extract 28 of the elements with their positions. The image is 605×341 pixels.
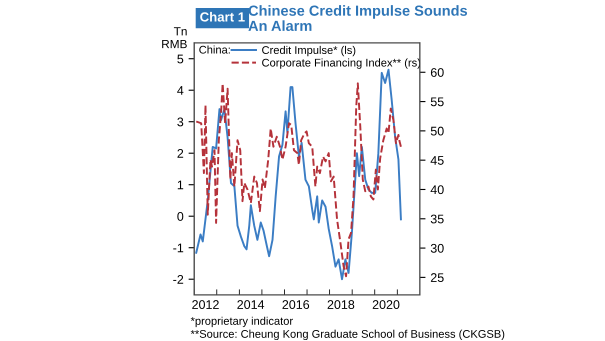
y-tick-label: -2 bbox=[173, 275, 184, 284]
y-axis-title: Tn RMB bbox=[162, 27, 187, 48]
text: *proprietary indicator bbox=[190, 316, 293, 328]
y-tick-label: 2 bbox=[177, 149, 184, 158]
y-tick-label: 3 bbox=[177, 118, 184, 126]
y2-tick-label: 40 bbox=[430, 185, 444, 194]
x-tick-label: 2016 bbox=[282, 300, 310, 310]
y-tick-label: 0 bbox=[177, 212, 184, 221]
y2-tick-label: 45 bbox=[430, 156, 444, 165]
x-tick-label: 2014 bbox=[237, 300, 264, 310]
legend-title: China: bbox=[199, 45, 230, 54]
caption: Chart 1 bbox=[200, 12, 245, 22]
y2-tick-label: 60 bbox=[430, 68, 444, 77]
y2-tick-label: 25 bbox=[430, 273, 444, 282]
y-tick-label: 5 bbox=[177, 54, 184, 64]
y2-tick-label: 55 bbox=[430, 98, 444, 106]
legend-label: Credit Impulse* (ls) bbox=[262, 46, 356, 56]
x-tick-label: 2012 bbox=[192, 300, 219, 310]
y2-tick-label: 35 bbox=[430, 214, 444, 224]
y-tick-label: 1 bbox=[178, 180, 184, 190]
y2-tick-label: 50 bbox=[430, 126, 444, 136]
text: **Source: Cheung Kong Graduate School of Business (CKGSB) bbox=[190, 330, 504, 340]
y2-tick-label: 30 bbox=[430, 244, 444, 253]
y-tick-label: -1 bbox=[173, 244, 184, 252]
x-tick-label: 2020 bbox=[372, 300, 400, 310]
x-tick-label: 2018 bbox=[328, 300, 354, 310]
y-tick-label: 4 bbox=[177, 86, 184, 95]
chart-title: Chinese Credit Impulse Sounds An Alarm bbox=[248, 5, 468, 32]
